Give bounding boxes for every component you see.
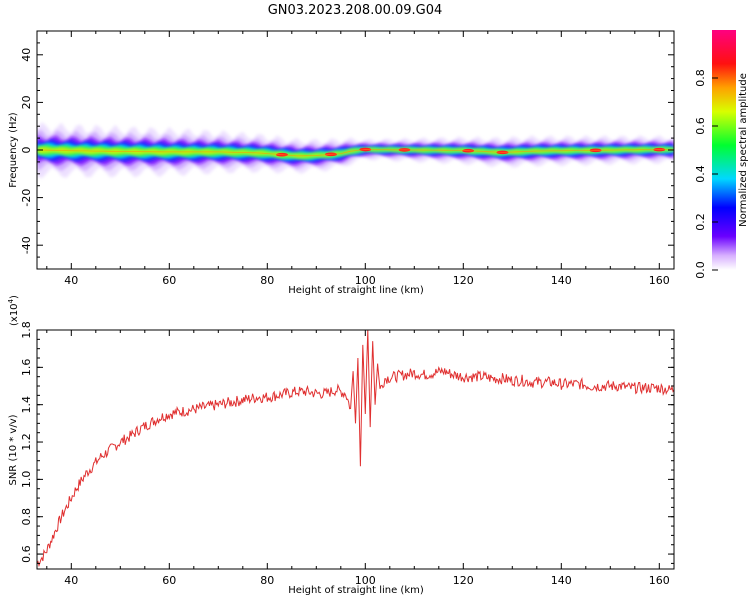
y-tick-label: 20 [20, 95, 33, 109]
y-tick-label: 1.4 [20, 396, 33, 414]
x-tick-label: 40 [64, 574, 78, 587]
x-tick-label: 100 [355, 574, 376, 587]
x-tick-label: 100 [355, 274, 376, 287]
colorbar-tick-label: 0.8 [694, 69, 707, 87]
spectrogram-heatmap [37, 122, 674, 179]
colorbar-gradient [712, 30, 736, 270]
spectrogram-y-ticks: -40 -20 0 20 40 [20, 30, 674, 270]
snr-plot-area [37, 330, 674, 569]
heatmap-band-layer [37, 146, 674, 159]
snr-y-axis-title: SNR (10 * v/v) [8, 414, 19, 485]
y-tick-label: 0.8 [20, 508, 33, 526]
colorbar-tick-label: 0.2 [694, 213, 707, 231]
colorbar-tick-label: 0.4 [694, 165, 707, 183]
spectrogram-panel: 40 60 80 100 120 140 160 -40 -20 0 20 40 Height of… [8, 30, 675, 296]
y-tick-label: 1.0 [20, 471, 33, 489]
snr-y-ticks: 0.6 0.8 1.0 1.2 1.4 1.6 1.8 [20, 321, 674, 564]
y-tick-label: 1.8 [20, 321, 33, 339]
x-tick-label: 160 [649, 274, 670, 287]
figure-title: GN03.2023.208.00.09.G04 [268, 3, 443, 18]
x-tick-label: 80 [260, 274, 274, 287]
x-tick-label: 80 [260, 574, 274, 587]
x-tick-label: 140 [551, 274, 572, 287]
x-tick-label: 120 [453, 574, 474, 587]
y-tick-label: 40 [20, 48, 33, 62]
x-tick-label: 40 [64, 274, 78, 287]
colorbar-label: Normalized spectral amplitude [738, 73, 749, 227]
y-tick-label: 1.6 [20, 359, 33, 377]
colorbar-tick-label: 0.6 [694, 117, 707, 135]
snr-x-axis-title: Height of straight line (km) [288, 585, 424, 596]
colorbar-ticks: 0.0 0.2 0.4 0.6 0.8 [694, 69, 718, 279]
y-tick-label: 0 [20, 147, 33, 154]
snr-x-ticks: 40 60 80 100 120 140 160 [46, 330, 670, 587]
snr-series-line [37, 330, 674, 568]
colorbar: 0.0 0.2 0.4 0.6 0.8 Normalized spectral ampl… [694, 30, 749, 279]
snr-y-multiplier: (x104) [7, 295, 20, 326]
x-tick-label: 140 [551, 574, 572, 587]
heatmap-centerline [37, 149, 674, 157]
y-tick-label: -20 [20, 189, 33, 207]
snr-y-multiplier-exp: 4 [7, 298, 15, 303]
x-tick-label: 60 [162, 274, 176, 287]
spectrogram-x-axis-title: Height of straight line (km) [288, 285, 424, 296]
y-tick-label: -40 [20, 236, 33, 254]
x-tick-label: 60 [162, 574, 176, 587]
x-tick-label: 160 [649, 574, 670, 587]
snr-y-multiplier-base: (x10 [9, 303, 20, 326]
y-tick-label: 0.6 [20, 545, 33, 563]
spectrogram-x-ticks: 40 60 80 100 120 140 160 [46, 31, 670, 287]
spectrogram-y-axis-title: Frequency (Hz) [8, 112, 19, 188]
snr-y-multiplier-close: ) [9, 295, 20, 299]
x-tick-label: 120 [453, 274, 474, 287]
snr-panel: 40 60 80 100 120 140 160 0.6 0.8 1.0 1.2 1.4 1.6 1.8… [7, 295, 675, 596]
colorbar-tick-label: 0.0 [694, 261, 707, 279]
snr-frame [36, 329, 675, 570]
y-tick-label: 1.2 [20, 433, 33, 451]
